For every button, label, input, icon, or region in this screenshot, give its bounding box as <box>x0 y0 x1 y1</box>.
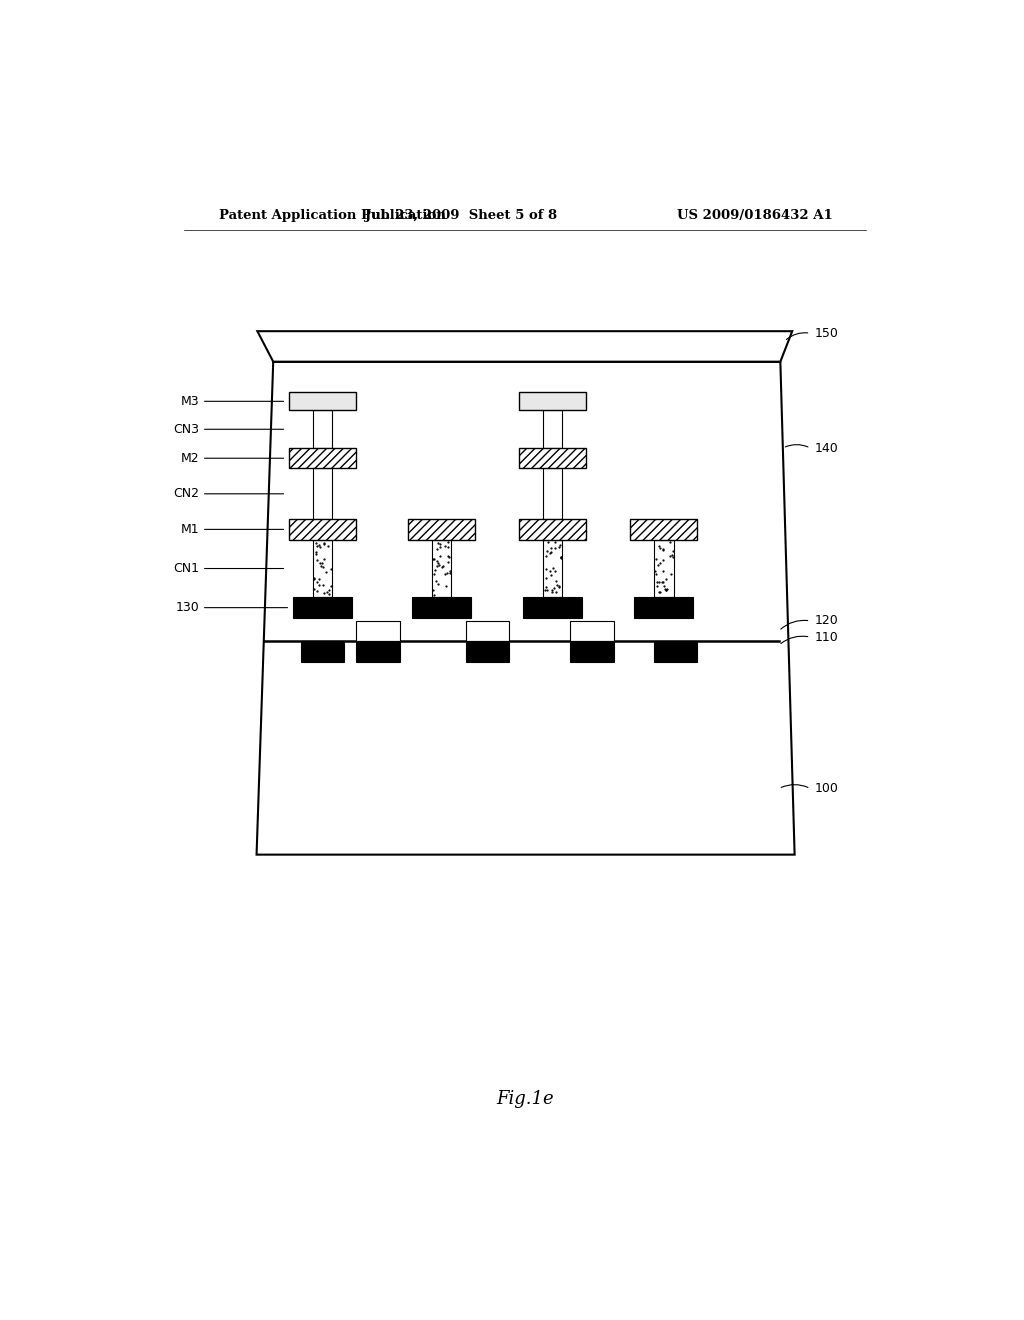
Text: Fig.1e: Fig.1e <box>496 1089 554 1107</box>
Bar <box>543 411 562 447</box>
Text: M2: M2 <box>181 451 200 465</box>
Text: M3: M3 <box>181 395 200 408</box>
Text: US 2009/0186432 A1: US 2009/0186432 A1 <box>677 209 833 222</box>
Bar <box>412 598 471 618</box>
Polygon shape <box>257 331 793 362</box>
Bar <box>289 392 356 411</box>
Bar <box>431 540 452 598</box>
Text: 130: 130 <box>176 601 200 614</box>
Bar <box>289 447 356 469</box>
Bar <box>570 642 614 661</box>
Text: 140: 140 <box>814 442 839 454</box>
Bar <box>289 519 356 540</box>
Bar <box>301 642 344 661</box>
Bar <box>653 642 697 661</box>
Bar <box>630 519 697 540</box>
Bar <box>653 540 674 598</box>
Bar <box>519 447 587 469</box>
Text: M1: M1 <box>181 523 200 536</box>
Bar <box>293 598 352 618</box>
Text: CN2: CN2 <box>173 487 200 500</box>
Bar <box>570 620 614 642</box>
Text: 120: 120 <box>814 614 839 627</box>
Bar <box>408 519 475 540</box>
Bar <box>466 642 509 661</box>
Text: CN3: CN3 <box>173 422 200 436</box>
Text: 100: 100 <box>814 781 839 795</box>
Text: Patent Application Publication: Patent Application Publication <box>219 209 446 222</box>
Bar <box>543 540 562 598</box>
Bar <box>312 540 333 598</box>
Bar <box>312 469 333 519</box>
Bar <box>543 469 562 519</box>
Bar <box>466 620 509 642</box>
Polygon shape <box>257 362 795 854</box>
Text: 110: 110 <box>814 631 839 644</box>
Text: 150: 150 <box>814 327 839 339</box>
Bar <box>523 598 583 618</box>
Bar <box>356 620 399 642</box>
Text: Jul. 23, 2009  Sheet 5 of 8: Jul. 23, 2009 Sheet 5 of 8 <box>366 209 557 222</box>
Bar <box>634 598 693 618</box>
Text: CN1: CN1 <box>173 562 200 576</box>
Bar <box>519 519 587 540</box>
Bar <box>519 392 587 411</box>
Bar <box>356 642 399 661</box>
Bar <box>312 411 333 447</box>
